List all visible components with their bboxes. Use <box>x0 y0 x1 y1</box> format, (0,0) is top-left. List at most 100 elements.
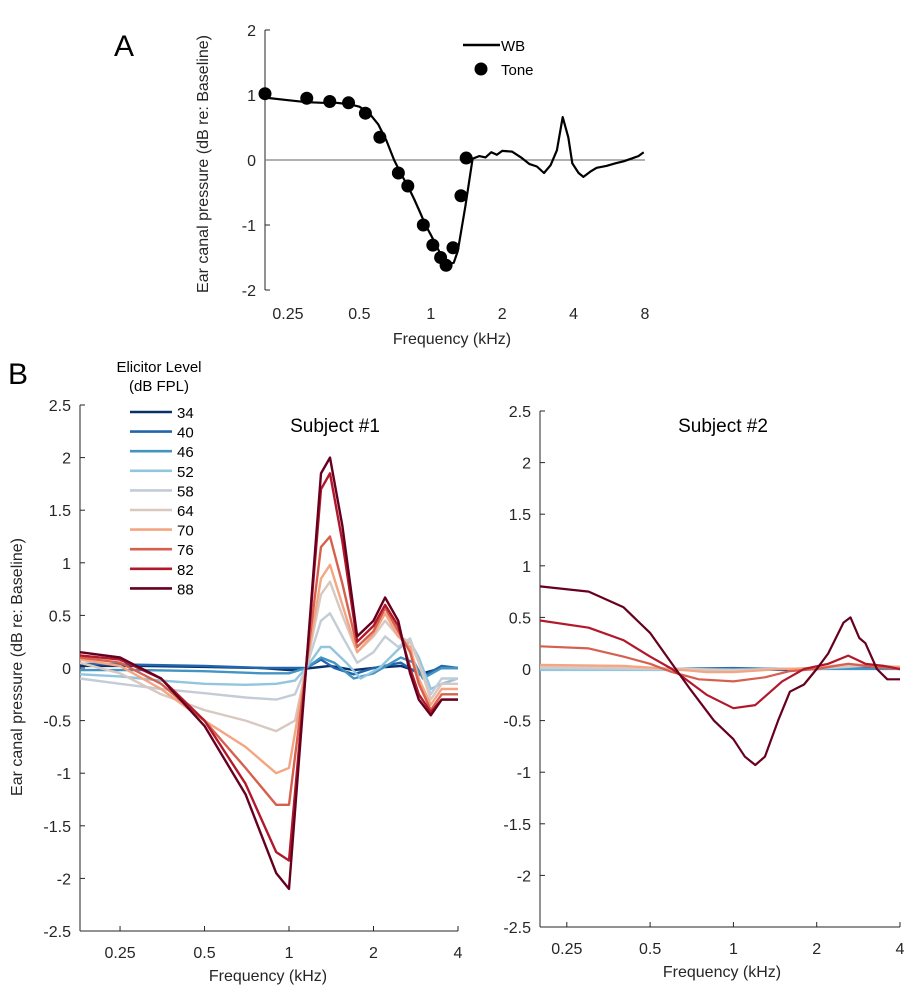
panel-a-plot: -2 -1 0 1 2 0.25 0.5 1 2 4 8 <box>242 23 650 323</box>
subject1-y-axis-label: Ear canal pressure (dB re: Baseline) <box>9 538 26 796</box>
panel-a-series-tone-point <box>300 91 314 105</box>
subject1-y-tick-label: 0.5 <box>49 608 71 625</box>
subject1-series-40-line <box>80 658 458 678</box>
legend-level-82-label: 82 <box>177 562 194 579</box>
panel-a-x-axis-label: Frequency (kHz) <box>393 331 511 348</box>
panel-a-x-tick-label: 2 <box>498 306 507 323</box>
subject1-y-tick-label: -1.5 <box>43 819 71 836</box>
panel-a-series-tone-point <box>454 189 468 203</box>
legend-tone-swatch <box>474 62 488 76</box>
legend-wb-label: WB <box>501 38 525 55</box>
subject1-x-tick-label: 2 <box>369 945 378 962</box>
panel-a-y-tick-label: -2 <box>242 283 256 300</box>
subject2-x-tick-label: 1 <box>729 941 738 958</box>
subject1-x-tick-label: 1 <box>285 945 294 962</box>
legend-level-70-label: 70 <box>177 523 194 540</box>
subject2-y-tick-label: -2 <box>517 868 531 885</box>
subject1-title: Subject #1 <box>290 416 380 437</box>
subject1-y-tick-label: 2.5 <box>49 398 71 415</box>
panel-a-series-tone-point <box>258 87 272 101</box>
subject1-y-tick-label: 2 <box>62 451 71 468</box>
subject2-y-tick-label: -1.5 <box>503 817 531 834</box>
subject1-plot: -2.5 -2 -1.5 -1 -0.5 0 0.5 1 1.5 2 2.5 0.25 0.5 1 2 4 <box>43 398 462 962</box>
subject2-series-82-line <box>540 619 900 710</box>
panel-a-legend: WB Tone <box>463 38 534 79</box>
panel-a-series-tone-point <box>391 166 405 180</box>
subject1-series-82-line <box>80 472 458 862</box>
subject1-series-70-line <box>80 563 458 775</box>
panel-a-x-tick-label: 0.25 <box>272 306 303 323</box>
panel-a-series-tone-point <box>323 95 337 108</box>
panel-a-series-tone-point <box>426 238 440 252</box>
subject2-x-axis-label: Frequency (kHz) <box>663 964 781 981</box>
subject1-y-tick-label: 1 <box>62 556 71 573</box>
subject2-series-88-line <box>540 585 900 767</box>
subject1-series-52-line <box>80 640 458 691</box>
subject2-title: Subject #2 <box>678 416 768 437</box>
subject1-series-64-line <box>80 580 458 733</box>
legend-level-76-label: 76 <box>177 542 194 559</box>
legend-level-88-label: 88 <box>177 581 194 598</box>
panel-a-y-axis-label: Ear canal pressure (dB re: Baseline) <box>195 35 212 293</box>
subject1-y-tick-label: 1.5 <box>49 503 71 520</box>
subject1-y-tick-label: -1 <box>57 766 71 783</box>
subject2-y-tick-label: 0 <box>522 662 531 679</box>
panel-a-series-tone-point <box>416 218 430 232</box>
subject1-y-tick-label: -2 <box>57 871 71 888</box>
legend-title-line-1: Elicitor Level <box>116 359 201 376</box>
legend-level-64-label: 64 <box>177 503 194 520</box>
legend-level-58-label: 58 <box>177 483 194 500</box>
panel-a-series-wb-line <box>265 96 645 266</box>
elicitor-level-legend: 34 40 46 52 58 64 70 76 82 88 <box>130 405 194 598</box>
subject1-y-tick-label: -0.5 <box>43 714 71 731</box>
panel-a-series-tone-point <box>342 96 356 110</box>
legend-level-52-label: 52 <box>177 464 194 481</box>
legend-title-line-2: (dB FPL) <box>129 378 189 395</box>
subject1-series-46-line <box>80 656 458 680</box>
panel-a-series-tone-point <box>446 241 460 255</box>
panel-a-series-tone-point <box>373 130 387 144</box>
subject1-y-tick-label: -2.5 <box>43 924 71 941</box>
panel-a-series-tone-point <box>439 258 453 272</box>
panel-a-x-tick-label: 0.5 <box>348 306 370 323</box>
panel-label-a: A <box>114 30 134 63</box>
legend-level-34-label: 34 <box>177 405 194 422</box>
panel-a-x-tick-label: 4 <box>569 306 578 323</box>
subject2-series-76-line <box>540 645 900 683</box>
subject2-y-tick-label: 0.5 <box>509 610 531 627</box>
subject1-x-tick-label: 0.5 <box>193 945 215 962</box>
subject1-series-76-line <box>80 535 458 806</box>
panel-a-series-tone-point <box>358 106 372 120</box>
panel-a-series-tone-point <box>459 151 473 165</box>
panel-a-y-tick-label: 2 <box>247 23 256 40</box>
panel-a-y-tick-label: -1 <box>242 218 256 235</box>
subject1-y-tick-label: 0 <box>62 661 71 678</box>
subject2-y-tick-label: 1 <box>522 559 531 576</box>
subject2-x-tick-label: 0.25 <box>551 941 582 958</box>
panel-a-y-tick-label: 1 <box>247 88 256 105</box>
subject2-x-tick-label: 0.5 <box>639 941 661 958</box>
panel-a-x-tick-label: 1 <box>426 306 435 323</box>
subject2-y-tick-label: -0.5 <box>503 714 531 731</box>
subject1-x-tick-label: 4 <box>454 945 463 962</box>
subject2-x-tick-label: 4 <box>896 941 905 958</box>
panel-a-series-tone-point <box>401 179 415 193</box>
subject2-x-tick-label: 2 <box>812 941 821 958</box>
panel-a-x-tick-label: 8 <box>641 306 650 323</box>
subject2-y-tick-label: 1.5 <box>509 507 531 524</box>
subject2-y-tick-label: -2.5 <box>503 920 531 937</box>
subject1-series-88-line <box>80 456 458 891</box>
legend-tone-label: Tone <box>501 62 534 79</box>
subject1-x-axis-label: Frequency (kHz) <box>209 968 327 985</box>
subject2-y-tick-label: -1 <box>517 765 531 782</box>
legend-level-40-label: 40 <box>177 425 194 442</box>
panel-a-y-tick-label: 0 <box>247 153 256 170</box>
legend-level-46-label: 46 <box>177 444 194 461</box>
subject2-y-tick-label: 2.5 <box>509 404 531 421</box>
subject2-y-tick-label: 2 <box>522 456 531 473</box>
subject1-x-tick-label: 0.25 <box>104 945 135 962</box>
subject2-plot: -2.5 -2 -1.5 -1 -0.5 0 0.5 1 1.5 2 2.5 0.25 0.5 1 2 4 <box>503 404 904 958</box>
panel-label-b: B <box>8 358 28 391</box>
